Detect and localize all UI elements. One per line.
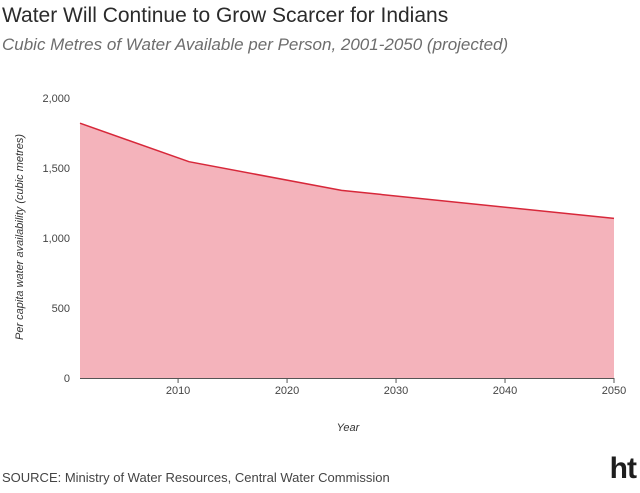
chart-subtitle: Cubic Metres of Water Available per Pers… <box>2 35 509 54</box>
series-line <box>79 122 615 220</box>
x-tick-label: 2020 <box>275 385 299 397</box>
x-tick-label: 2050 <box>602 385 626 397</box>
source-note: SOURCE: Ministry of Water Resources, Cen… <box>2 470 390 485</box>
x-axis-ticks: 2010 2020 2030 2040 2050 <box>166 378 626 397</box>
chart-title: Water Will Continue to Grow Scarcer for … <box>2 4 449 27</box>
area-fill <box>80 123 614 378</box>
x-axis-title: Year <box>337 422 361 434</box>
y-tick-label: 2,000 <box>42 93 70 105</box>
ht-logo: ht <box>609 452 637 485</box>
y-tick-label: 500 <box>52 303 70 315</box>
x-tick-label: 2040 <box>493 385 517 397</box>
x-tick-label: 2030 <box>384 385 408 397</box>
y-tick-label: 1,500 <box>42 163 70 175</box>
y-axis-ticks: 0 500 1,000 1,500 2,000 <box>42 93 70 385</box>
y-tick-label: 1,000 <box>42 233 70 245</box>
y-axis-title: Per capita water availability (cubic met… <box>14 134 26 340</box>
x-tick-label: 2010 <box>166 385 190 397</box>
y-tick-label: 0 <box>64 373 70 385</box>
